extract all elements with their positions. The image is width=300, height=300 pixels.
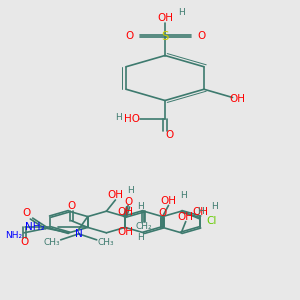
Text: HO: HO [124,113,140,124]
Text: S: S [161,29,169,43]
Text: H: H [212,202,218,211]
Text: NH₂: NH₂ [5,230,22,239]
Text: OH: OH [117,207,133,217]
Text: O: O [124,197,132,207]
Text: OH: OH [157,13,173,23]
Text: OH: OH [192,207,208,217]
Text: N: N [75,229,83,239]
Text: CH₃: CH₃ [98,238,114,247]
Text: O: O [21,237,29,248]
Text: H: H [197,207,204,216]
Text: O: O [165,130,174,140]
Text: OH: OH [160,196,176,206]
Text: H: H [115,113,122,122]
Text: H: H [137,202,143,211]
Text: H: H [180,191,187,200]
Text: O: O [158,208,167,218]
Text: OH: OH [117,227,133,237]
Text: CH₃: CH₃ [44,238,60,247]
Text: H: H [178,8,185,17]
Text: O: O [125,31,133,41]
Text: O: O [23,208,31,218]
Text: OH: OH [229,94,245,104]
Text: Cl: Cl [206,216,216,226]
Text: H: H [127,186,134,195]
Text: O: O [197,31,205,41]
Text: O: O [67,201,75,212]
Text: CH₂: CH₂ [136,223,152,232]
Text: NH₂: NH₂ [25,222,44,233]
Text: H: H [137,233,143,242]
Text: OH: OH [178,212,194,222]
Text: OH: OH [107,190,123,200]
